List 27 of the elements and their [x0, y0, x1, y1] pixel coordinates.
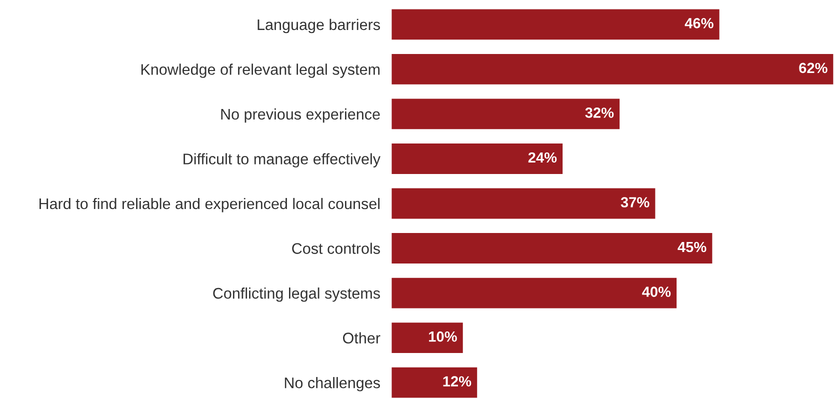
y-tick-label: Other — [343, 332, 380, 344]
data-label: 32% — [585, 108, 614, 118]
y-tick-label: Hard to find reliable and experienced local counsel — [40, 198, 380, 212]
bar — [392, 188, 656, 219]
data-label: 62% — [799, 62, 828, 74]
y-tick-label: No previous experience — [221, 108, 380, 123]
y-tick-label: Language barriers — [258, 18, 380, 34]
y-tick-label: Cost controls — [292, 242, 380, 254]
data-label: 12% — [443, 376, 472, 386]
bar — [392, 278, 677, 308]
data-label: 40% — [642, 286, 671, 297]
bar — [392, 233, 712, 264]
data-label: 45% — [678, 242, 706, 252]
data-label: 46% — [684, 18, 714, 28]
y-tick-label: Difficult to manage effectively — [184, 153, 380, 168]
bar — [392, 322, 463, 354]
bar — [392, 98, 620, 130]
bar — [392, 144, 563, 174]
data-label: 24% — [528, 152, 557, 163]
y-tick-label: Knowledge of relevant legal system — [141, 64, 380, 78]
y-tick-label: No challenges — [284, 377, 380, 392]
data-label: 10% — [429, 331, 457, 342]
bar — [392, 9, 720, 40]
bar — [392, 367, 478, 398]
y-tick-label: Conflicting legal systems — [213, 288, 380, 302]
bar — [392, 54, 834, 84]
data-label: 37% — [620, 197, 650, 208]
